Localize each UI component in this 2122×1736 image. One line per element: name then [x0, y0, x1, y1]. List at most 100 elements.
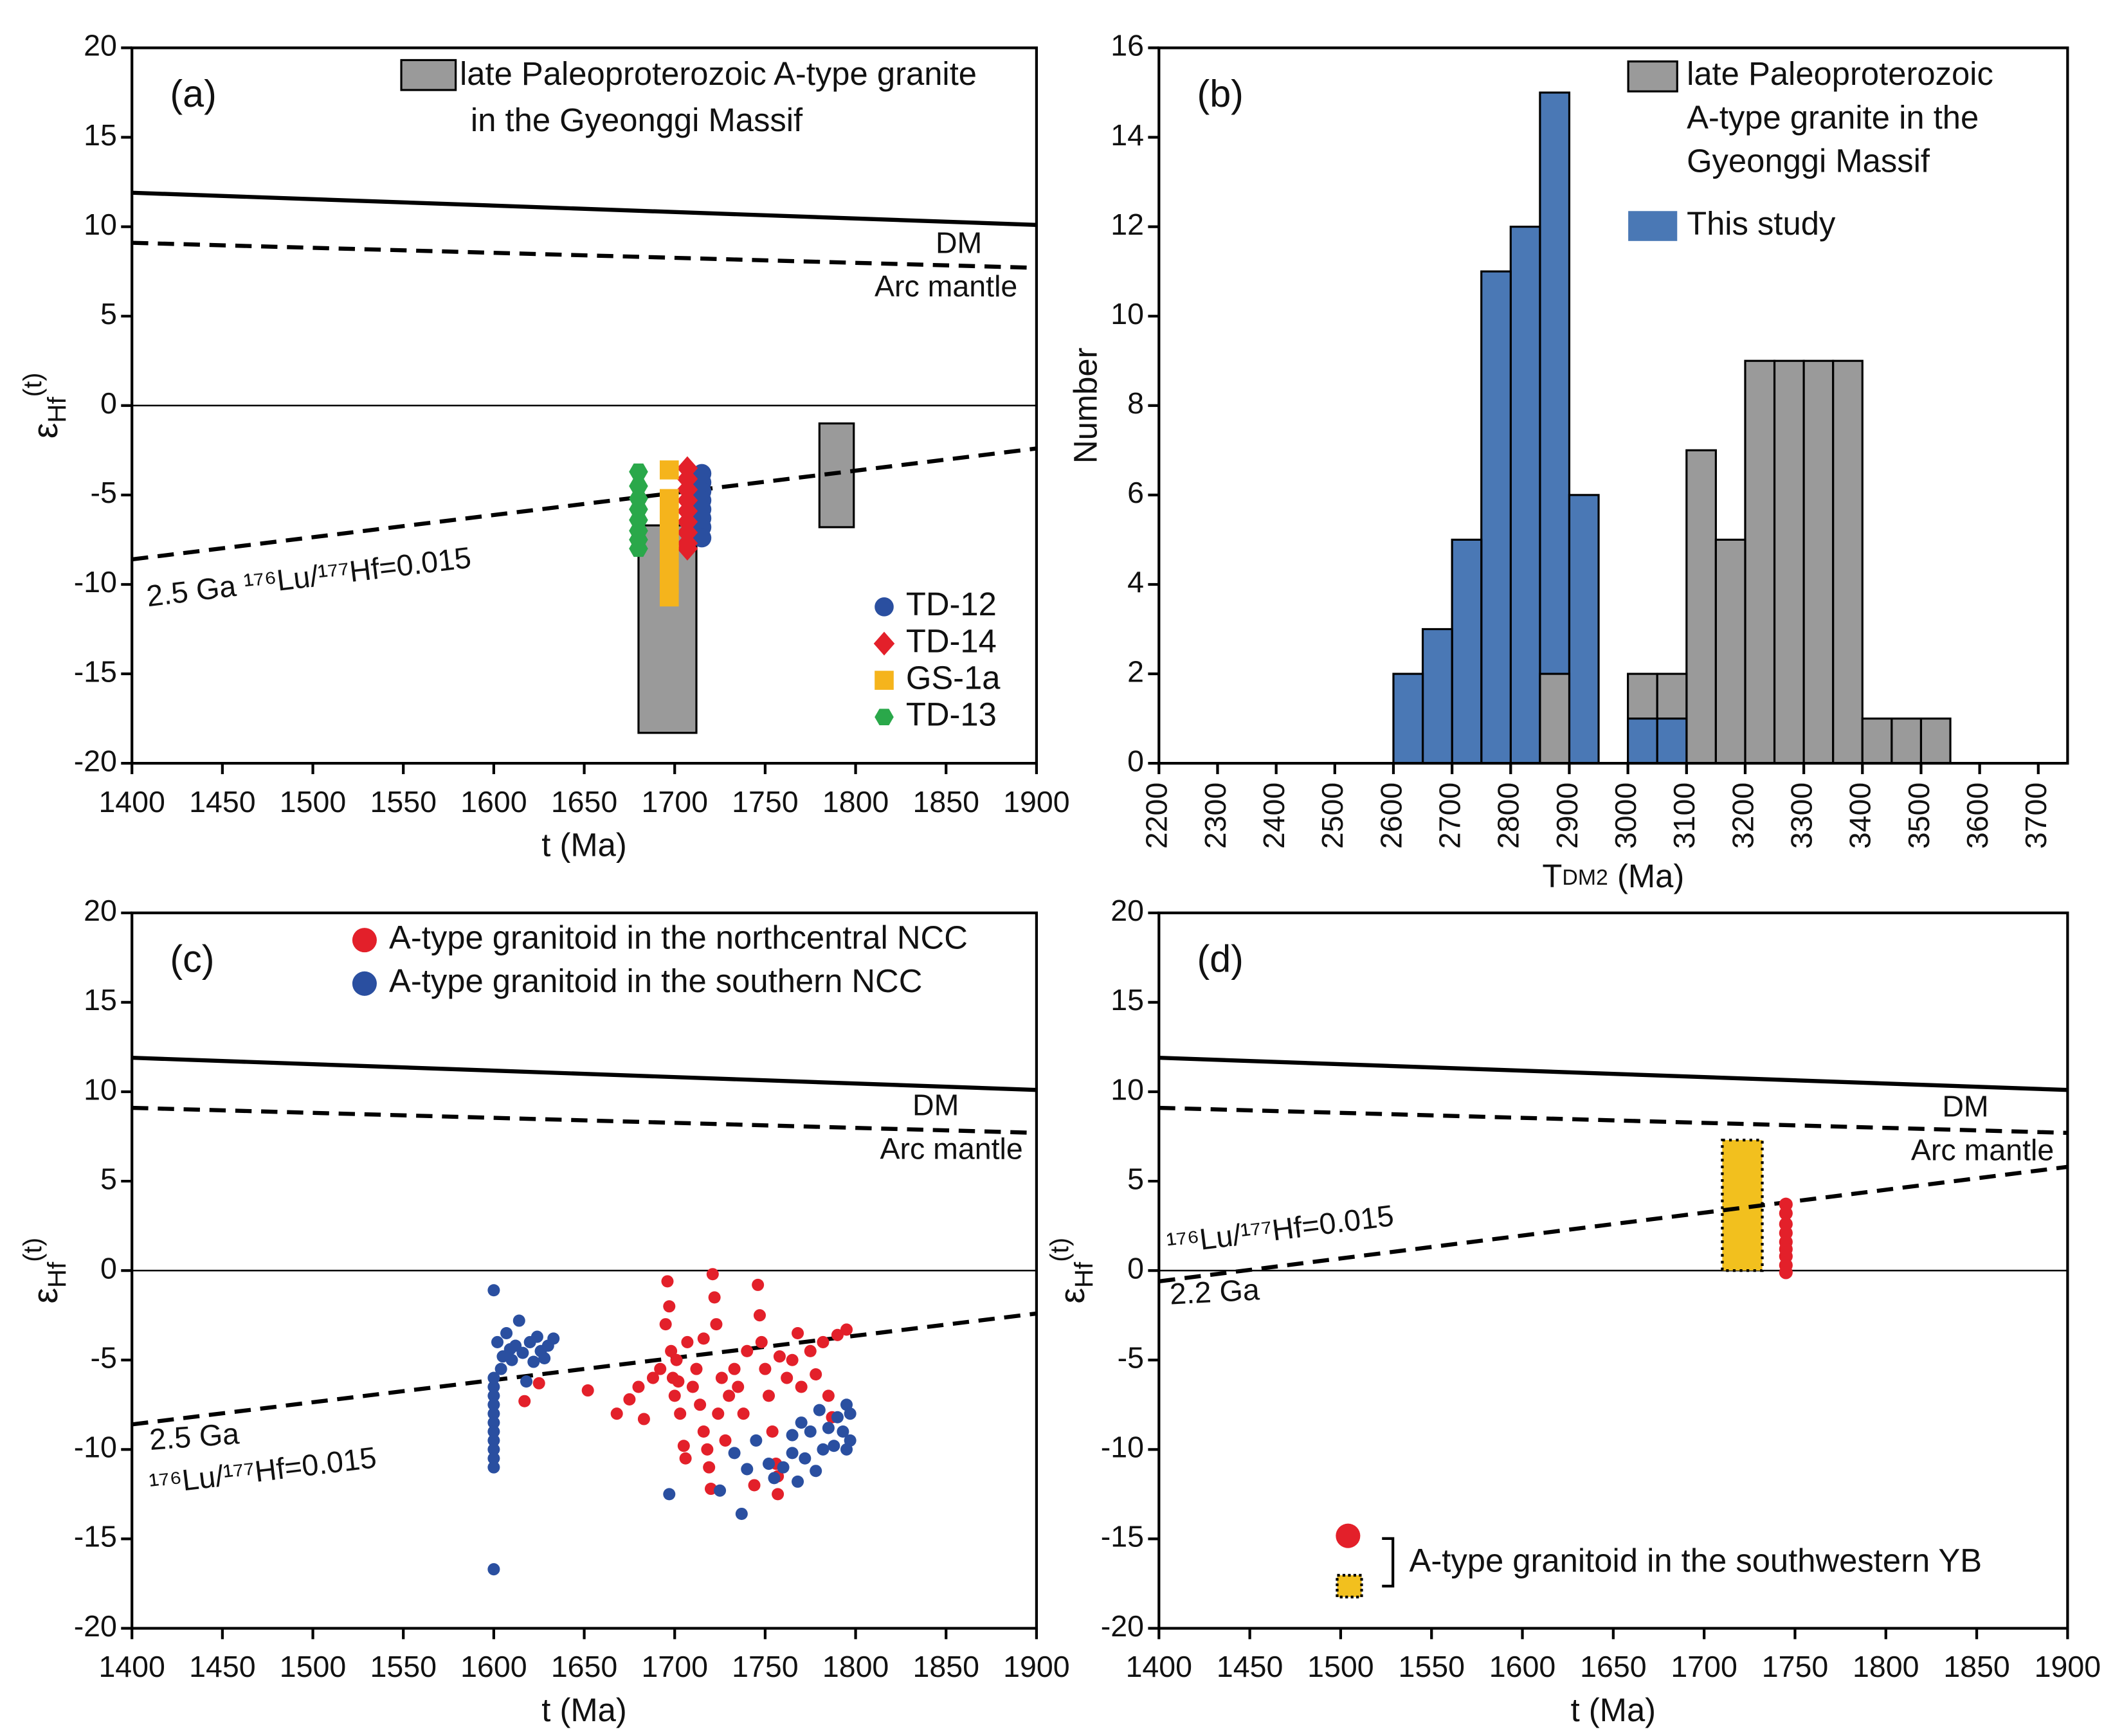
x-tick-label: 1600 [460, 785, 527, 818]
histogram-bar [1509, 226, 1541, 764]
x-tick-label: 3700 [2019, 782, 2053, 849]
point [629, 540, 648, 557]
point [837, 1425, 849, 1438]
point [813, 1404, 826, 1416]
y-tick-label: -20 [1101, 1609, 1144, 1643]
point [714, 1484, 727, 1497]
axis-label-part: ε [25, 1288, 65, 1304]
point [723, 1389, 736, 1402]
point [518, 1395, 531, 1407]
point [795, 1416, 808, 1429]
legend-label: A-type granitoid in the southwestern YB [1410, 1542, 1982, 1578]
x-tick-label: 3600 [1961, 782, 1994, 849]
point [786, 1353, 799, 1366]
legend-marker [1336, 1523, 1361, 1548]
axis-label-part: ε [25, 423, 65, 439]
point [710, 1318, 723, 1331]
point [632, 1380, 645, 1393]
point [503, 1343, 516, 1356]
point [665, 1344, 678, 1357]
histogram-bar [1773, 359, 1805, 764]
axis-label-part: (t) [1045, 1238, 1074, 1262]
point [1779, 1265, 1793, 1279]
point [679, 1452, 692, 1465]
y-tick-label: 8 [1127, 386, 1144, 420]
x-tick-label: 1800 [1853, 1650, 1919, 1683]
legend-bracket [1382, 1537, 1395, 1588]
point [715, 1371, 728, 1384]
line-label: DM [936, 226, 982, 259]
point [732, 1380, 745, 1393]
axis-label-part: Hf [42, 397, 71, 423]
axis-label-part: Hf [1069, 1261, 1098, 1288]
line-label: Arc mantle [880, 1132, 1022, 1165]
point [799, 1452, 812, 1465]
plot-frame [131, 46, 1038, 765]
x-tick-label: 1850 [1943, 1650, 2009, 1683]
histogram-bar [1832, 359, 1864, 764]
point [487, 1407, 500, 1420]
point [487, 1284, 500, 1297]
x-tick-label: 1700 [1671, 1650, 1737, 1683]
axis-label-part: T [1542, 858, 1562, 894]
histogram-bar [1714, 538, 1746, 764]
x-tick-label: 1800 [822, 785, 889, 818]
panel-label: (a) [170, 72, 216, 115]
y-tick-label: -10 [74, 1431, 117, 1464]
point [530, 1330, 543, 1343]
point [661, 1275, 674, 1288]
point [487, 1416, 500, 1429]
y-tick-label: 5 [100, 1162, 117, 1195]
legend-label: This study [1687, 205, 1836, 242]
histogram-bar [1392, 673, 1424, 764]
x-tick-label: 1400 [1126, 1650, 1192, 1683]
legend-label: A-type granitoid in the northcentral NCC [389, 919, 968, 956]
legend-marker [875, 709, 894, 726]
point [759, 1362, 772, 1375]
x-tick-label: 2400 [1257, 782, 1291, 849]
axis-label: εHf(t) [1045, 1238, 1098, 1304]
point [792, 1326, 804, 1340]
x-tick-label: 1500 [1307, 1650, 1374, 1683]
point [728, 1362, 741, 1375]
point [547, 1332, 560, 1345]
point [668, 1389, 681, 1402]
point [663, 1488, 676, 1501]
axis-label: t (Ma) [541, 827, 627, 863]
histogram-bar [1656, 717, 1688, 764]
y-tick-label: 10 [1111, 297, 1144, 330]
y-tick-label: 15 [84, 983, 117, 1017]
legend-marker [875, 597, 894, 617]
y-tick-label: 20 [1111, 894, 1144, 927]
point [690, 1362, 703, 1375]
legend-label: Gyeonggi Massif [1687, 143, 1930, 179]
reference-line [1159, 1105, 2068, 1135]
reference-line [131, 1311, 1037, 1427]
y-tick-label: -20 [74, 1609, 117, 1643]
x-tick-label: 1400 [98, 785, 165, 818]
histogram-bar [1480, 270, 1512, 764]
point [792, 1475, 804, 1488]
reference-line [1159, 1055, 2068, 1092]
axis-label-part: (t) [17, 1238, 46, 1262]
line-label: DM [1942, 1090, 1988, 1123]
y-tick-label: 15 [84, 118, 117, 152]
y-tick-label: 15 [1111, 983, 1144, 1017]
point [487, 1389, 500, 1402]
legend-label: TD-12 [906, 586, 997, 622]
point [487, 1563, 500, 1576]
x-tick-label: 1900 [1003, 785, 1069, 818]
y-tick-label: -15 [1101, 1520, 1144, 1553]
x-tick-label: 1700 [641, 1650, 707, 1683]
axis-label-part: (Ma) [1608, 858, 1684, 894]
y-tick-label: 5 [1127, 1162, 1144, 1195]
point [810, 1368, 822, 1381]
legend-swatch [400, 59, 457, 91]
point [840, 1443, 853, 1456]
x-tick-label: 3000 [1609, 782, 1642, 849]
point [708, 1291, 721, 1304]
point [659, 1318, 672, 1331]
legend-marker [352, 971, 377, 996]
point [817, 1443, 830, 1456]
